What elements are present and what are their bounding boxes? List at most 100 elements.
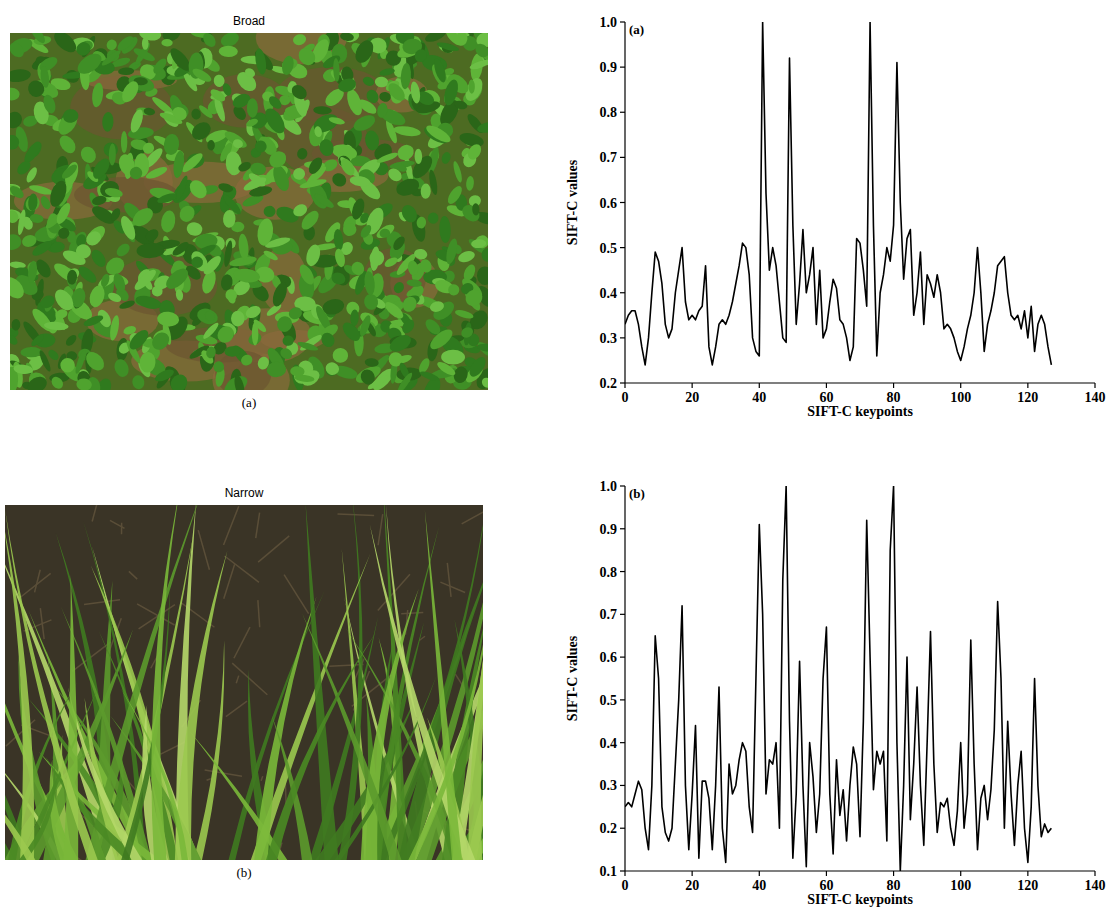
photo-twig [236,676,238,684]
x-tick [624,383,625,388]
photo-twig [447,563,451,597]
photo-leaf [419,369,441,382]
photo-leaf [262,249,279,262]
photo-leaf [468,79,475,93]
photo-leaf [90,156,113,182]
photo-leaf [83,349,108,374]
photo-leaf [339,33,354,42]
photo-leaf [454,308,474,320]
photo-leaf [432,57,448,83]
photo-leaf [364,88,381,106]
photo-leaf [177,203,198,225]
photo-leaf [104,186,124,199]
photo-leaf [100,48,122,67]
photo-leaf [435,360,457,378]
photo-twig [40,608,44,639]
photo-twig [232,663,267,695]
photo-leaf [376,102,389,119]
photo-leaf [171,240,191,258]
photo-leaf [167,371,190,390]
photo-leaf [453,99,468,110]
photo-leaf [67,269,78,285]
y-tick [620,485,625,486]
y-tick [620,292,625,293]
photo-leaf [219,45,238,57]
y-tick [620,870,625,871]
photo-twig [224,564,235,598]
photo-leaf [252,322,259,345]
plot-area [625,486,1051,871]
photo-leaf [56,225,72,241]
photo-leaf [203,309,217,322]
photo-twig [35,570,41,593]
photo-leaf [393,125,421,138]
photo-leaf [270,281,290,309]
photo-leaf [400,294,419,314]
photo-leaf [217,182,234,194]
photo-leaf [423,33,447,44]
photo-blade [337,505,363,860]
photo-leaf [129,204,156,229]
photo-leaf [429,300,445,314]
photo-leaf [46,348,60,362]
photo-leaf [222,210,236,229]
photo-leaf [299,177,327,190]
photo-twig [19,573,51,598]
photo-twig [329,665,363,667]
photo-leaf [74,50,105,78]
photo-leaf [49,375,65,390]
photo-leaf [205,346,217,360]
x-tick-label: 80 [887,878,901,893]
photo-leaf [295,45,318,69]
x-tick-label: 100 [950,878,971,893]
photo-leaf [460,325,475,339]
photo-leaf [13,364,33,375]
photo-leaf [44,321,69,331]
y-tick-label: 0.5 [600,241,618,256]
photo-leaf [253,139,269,155]
photo-leaf [10,88,20,101]
photo [5,505,483,860]
x-tick [1027,871,1028,876]
photo-leaf [466,176,475,191]
photo-leaf [267,94,284,111]
x-tick [759,871,760,876]
chart: 0204060801001201400.20.30.40.50.60.70.80… [565,15,1106,419]
photo-leaf [142,37,149,50]
photo-leaf [223,240,234,268]
photo-leaf [442,78,461,107]
photo-leaf [480,376,488,390]
x-tick [624,871,625,876]
photo-leaf [156,311,180,328]
photo-leaf [82,313,104,328]
photo-leaf [465,142,484,162]
y-tick-label: 0.4 [600,736,618,751]
photo-leaf [186,177,210,202]
photo-leaf [25,373,50,390]
photo-blade [5,749,41,860]
photo-leaf [338,156,357,178]
photo-leaf [462,287,485,310]
photo-blade [175,551,228,860]
photo-leaf [188,248,211,274]
x-axis [625,382,1095,383]
photo-leaf [473,41,488,60]
photo-leaf [118,299,136,311]
photo-leaf [304,243,322,268]
photo-leaf [278,346,294,361]
photo-leaf [161,39,172,47]
photo-leaf [27,193,38,211]
photo-leaf [60,358,75,373]
photo-twig [224,506,239,545]
y-tick [620,337,625,338]
photo-twig [378,514,383,545]
photo-leaf [361,75,375,88]
y-tick [620,112,625,113]
photo-leaf [471,239,487,249]
photo-leaf [400,63,412,90]
photo-leaf [266,148,290,171]
photo-leaf [239,353,254,368]
photo-twig [226,701,247,717]
y-tick-label: 1.0 [600,15,618,30]
photo-leaf [466,354,488,379]
